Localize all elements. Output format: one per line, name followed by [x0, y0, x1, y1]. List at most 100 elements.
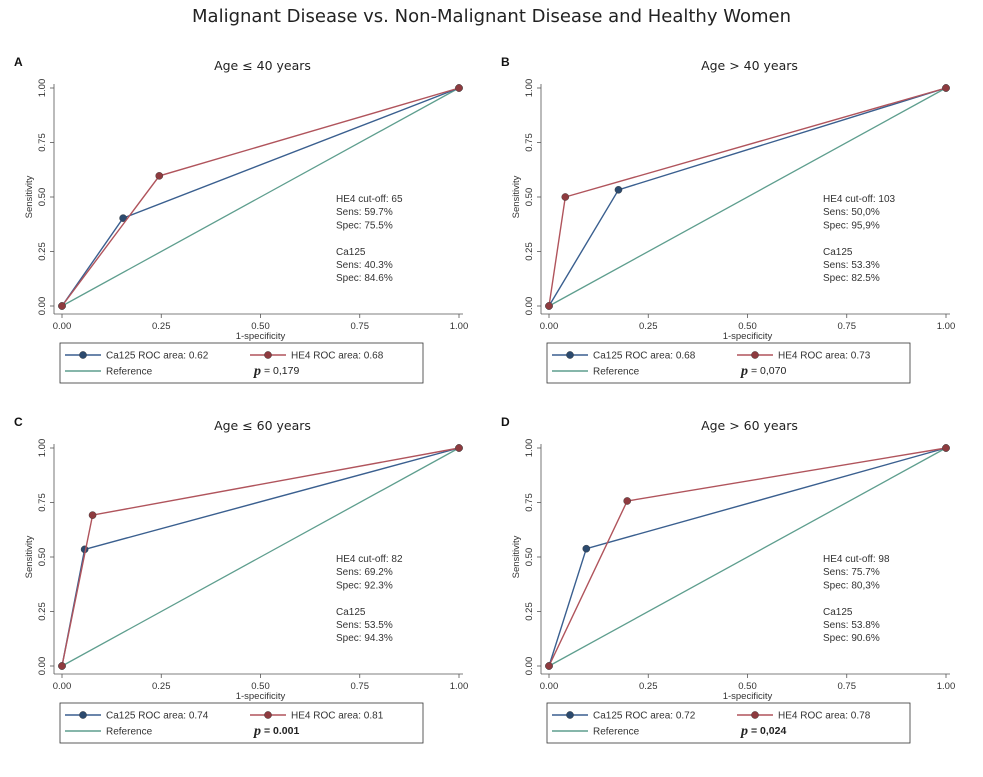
- annotation-line: Spec: 90.6%: [823, 633, 880, 644]
- y-axis-label: Sensitivity: [24, 175, 35, 218]
- ca125-roc-point: [582, 544, 591, 553]
- annotation-line: HE4 cut-off: 82: [336, 554, 403, 565]
- y-tick-label: 0.75: [524, 493, 535, 512]
- he4-roc-point: [155, 172, 164, 180]
- annotation-line: Sens: 40.3%: [336, 260, 393, 271]
- x-axis-label: 1-specificity: [723, 331, 773, 342]
- he4-legend-label: HE4 ROC area: 0.81: [291, 711, 384, 722]
- x-tick-label: 0.25: [639, 321, 658, 332]
- x-tick-label: 0.00: [53, 321, 72, 332]
- annotation-line: HE4 cut-off: 103: [823, 194, 896, 205]
- figure-title: Malignant Disease vs. Non-Malignant Dise…: [192, 6, 791, 27]
- x-tick-label: 0.25: [152, 321, 171, 332]
- y-tick-label: 1.00: [524, 439, 535, 458]
- y-tick-label: 0.25: [524, 242, 535, 261]
- ca125-legend-marker: [79, 711, 87, 719]
- p-value-label: = 0,179: [264, 365, 299, 377]
- annotation-line: Sens: 53.5%: [336, 620, 393, 631]
- annotation-line: HE4 cut-off: 98: [823, 554, 890, 565]
- x-tick-label: 1.00: [937, 681, 956, 692]
- annotation-line: Ca125: [336, 607, 366, 618]
- he4-roc-point: [58, 662, 66, 670]
- ca125-legend-marker: [79, 351, 87, 359]
- annotation-line: Spec: 84.6%: [336, 273, 393, 284]
- y-tick-label: 0.75: [524, 133, 535, 152]
- he4-roc-point: [942, 444, 950, 452]
- legend-box: [59, 342, 424, 384]
- ca125-legend-label: Ca125 ROC area: 0.62: [106, 351, 209, 362]
- he4-roc-point: [58, 302, 66, 310]
- y-tick-label: 0.75: [37, 133, 48, 152]
- legend-box: [546, 702, 911, 744]
- y-tick-label: 0.00: [37, 657, 48, 676]
- he4-roc-point: [623, 497, 632, 505]
- x-tick-label: 1.00: [450, 681, 469, 692]
- x-tick-label: 0.00: [53, 681, 72, 692]
- y-tick-label: 1.00: [524, 79, 535, 98]
- he4-legend-marker: [751, 711, 759, 719]
- reference-legend-label: Reference: [593, 367, 640, 378]
- he4-legend-label: HE4 ROC area: 0.68: [291, 351, 384, 362]
- ca125-legend-marker: [566, 711, 574, 719]
- y-tick-label: 0.50: [524, 548, 535, 567]
- y-tick-label: 0.50: [37, 188, 48, 207]
- x-axis-label: 1-specificity: [236, 331, 286, 342]
- he4-roc-point: [455, 84, 463, 92]
- ca125-legend-label: Ca125 ROC area: 0.72: [593, 711, 696, 722]
- panel-subtitle: Age ≤ 40 years: [214, 58, 311, 73]
- annotation-line: Spec: 95,9%: [823, 220, 880, 231]
- he4-roc-point: [88, 511, 97, 519]
- x-tick-label: 0.75: [838, 681, 857, 692]
- legend-box: [546, 342, 911, 384]
- y-tick-label: 0.00: [524, 657, 535, 676]
- x-tick-label: 0.00: [540, 681, 559, 692]
- x-tick-label: 1.00: [937, 321, 956, 332]
- y-tick-label: 1.00: [37, 79, 48, 98]
- annotation-line: Sens: 50,0%: [823, 207, 880, 218]
- reference-roc-line: [61, 447, 460, 667]
- chart-panel-b: B Age > 40 years 0.00 0.25 0.50 0.75 1.00 0.00 0…: [497, 52, 977, 417]
- he4-roc-point: [545, 662, 553, 670]
- panel-letter: B: [501, 55, 510, 69]
- reference-legend-label: Reference: [106, 727, 153, 738]
- p-value-symbol: p: [740, 724, 748, 739]
- roc-chart-svg: A Age ≤ 40 years 0.00 0.25 0.50 0.75 1.00 0.00 0…: [14, 55, 468, 384]
- x-tick-label: 0.00: [540, 321, 559, 332]
- he4-legend-marker: [264, 711, 272, 719]
- p-value-symbol: p: [253, 724, 261, 739]
- ca125-roc-point: [119, 214, 127, 222]
- roc-chart-svg: D Age > 60 years 0.00 0.25 0.50 0.75 1.00 0.00 0…: [501, 415, 956, 744]
- annotation-line: Sens: 59.7%: [336, 207, 393, 218]
- x-axis-label: 1-specificity: [236, 691, 286, 702]
- legend-box: [59, 702, 424, 744]
- he4-legend-marker: [751, 351, 759, 359]
- y-tick-label: 0.00: [37, 297, 48, 316]
- y-tick-label: 0.50: [37, 548, 48, 567]
- panel-subtitle: Age ≤ 60 years: [214, 418, 311, 433]
- p-value-symbol: p: [740, 364, 748, 379]
- ca125-legend-label: Ca125 ROC area: 0.68: [593, 351, 696, 362]
- annotation-line: Ca125: [823, 247, 853, 258]
- panel-letter: A: [14, 55, 23, 69]
- y-tick-label: 0.25: [37, 602, 48, 621]
- y-tick-label: 0.25: [37, 242, 48, 261]
- chart-panel-c: C Age ≤ 60 years 0.00 0.25 0.50 0.75 1.00 0.00 0…: [10, 412, 490, 777]
- y-axis-label: Sensitivity: [511, 535, 522, 578]
- annotation-line: Ca125: [336, 247, 366, 258]
- annotation-line: Sens: 53.3%: [823, 260, 880, 271]
- p-value-label: = 0,070: [751, 365, 786, 377]
- x-tick-label: 0.75: [351, 681, 370, 692]
- he4-roc-point: [561, 193, 570, 201]
- p-value-label: = 0.001: [264, 725, 299, 737]
- x-axis-label: 1-specificity: [723, 691, 773, 702]
- y-tick-label: 0.75: [37, 493, 48, 512]
- annotation-line: Spec: 80,3%: [823, 580, 880, 591]
- x-tick-label: 0.75: [838, 321, 857, 332]
- x-tick-label: 0.50: [738, 321, 757, 332]
- annotation-line: Sens: 75.7%: [823, 567, 880, 578]
- y-tick-label: 0.00: [524, 297, 535, 316]
- he4-legend-marker: [264, 351, 272, 359]
- annotation-line: Sens: 69.2%: [336, 567, 393, 578]
- he4-roc-point: [942, 84, 950, 92]
- y-tick-label: 1.00: [37, 439, 48, 458]
